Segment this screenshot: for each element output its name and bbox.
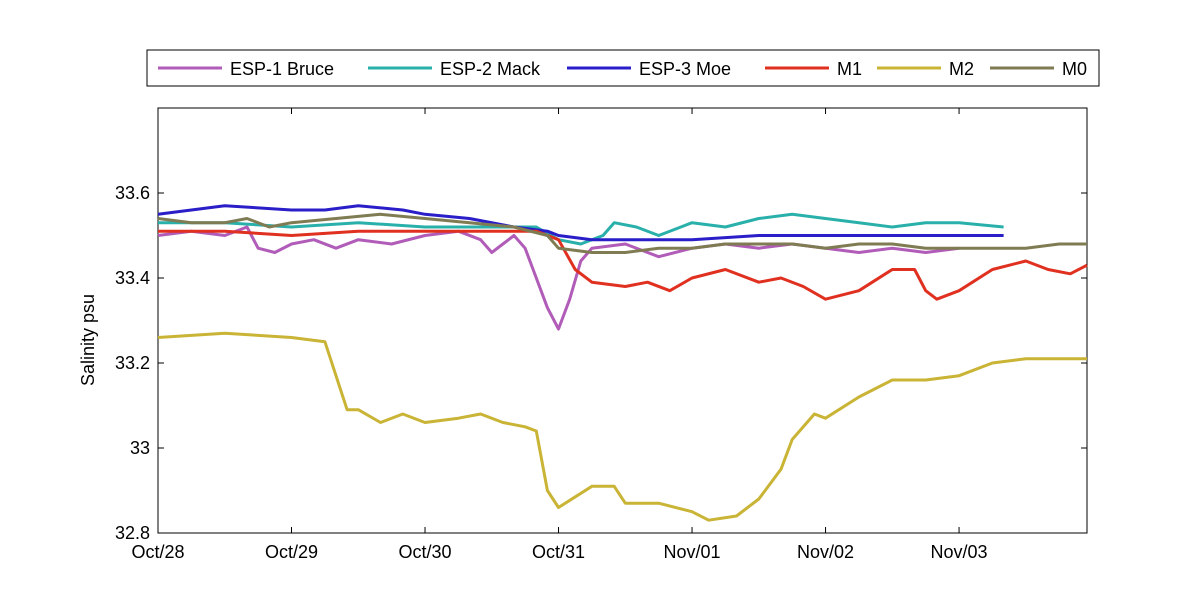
series-line-m1 [158,229,1088,301]
x-tick-label: Oct/31 [532,542,585,562]
series-line-m2 [157,331,1087,522]
legend-label: ESP-2 Mack [440,59,541,79]
x-axis: Oct/28 Oct/29 Oct/30 Oct/31 Nov/01 Nov/02 Nov/… [131,108,988,562]
x-tick-label: Nov/01 [664,542,721,562]
series-line-esp-1-bruce [157,225,960,331]
series-line-esp-3-moe [157,204,1004,242]
x-tick-label: Nov/03 [931,542,988,562]
legend-label: M2 [949,59,974,79]
y-axis: 32.8 33 33.2 33.4 33.6 [115,183,1087,543]
x-tick-label: Oct/30 [399,542,452,562]
y-axis-title: Salinity psu [78,294,98,386]
legend-label: M1 [837,59,862,79]
y-tick-label: 33 [130,438,150,458]
series-line-esp-2-mack [158,212,1004,246]
legend: ESP-1 Bruce ESP-2 Mack ESP-3 Moe M1 M2 M0 [146,49,1100,87]
x-tick-label: Oct/28 [131,542,184,562]
plot-area [157,107,1088,534]
y-tick-label: 33.4 [115,268,150,288]
legend-label: ESP-3 Moe [639,59,731,79]
series-line-m0 [157,212,1087,254]
x-tick-label: Oct/29 [265,542,318,562]
x-tick-label: Nov/02 [797,542,854,562]
plot-frame [157,107,1088,534]
y-tick-label: 33.2 [115,353,150,373]
y-tick-label: 32.8 [115,523,150,543]
y-tick-label: 33.6 [115,183,150,203]
legend-label: ESP-1 Bruce [230,59,334,79]
legend-label: M0 [1062,59,1087,79]
